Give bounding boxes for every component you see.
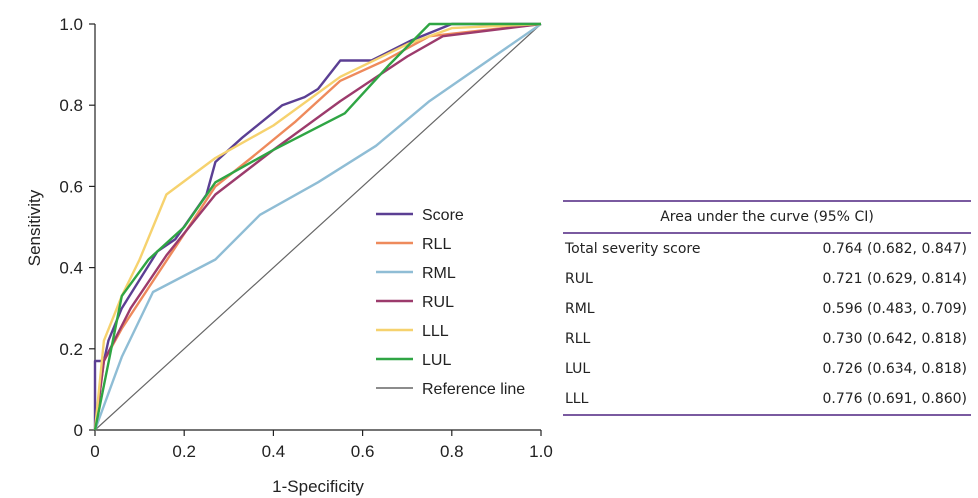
series-lul-line: [93, 22, 541, 431]
x-tick-label: 0.4: [262, 442, 286, 461]
legend-label-rul: RUL: [422, 294, 454, 311]
auc-table-header-row: Area under the curve (95% CI): [563, 200, 971, 234]
auc-row-value: 0.596 (0.483, 0.709): [822, 301, 967, 317]
x-tick-label: 0.8: [440, 442, 464, 461]
y-tick-label: 0: [74, 421, 83, 440]
auc-row-label: RLL: [565, 331, 591, 347]
auc-table: Area under the curve (95% CI) Total seve…: [563, 200, 971, 416]
y-tick-label: 0.6: [59, 177, 83, 196]
auc-row-label: LLL: [563, 384, 761, 416]
auc-table-row: Total severity score 0.764 (0.682, 0.847): [563, 233, 971, 264]
series-reference-line-line: [94, 23, 542, 431]
legend-label-rll: RLL: [422, 236, 451, 253]
auc-row-value: 0.726 (0.634, 0.818): [822, 361, 967, 377]
auc-row-label: LUL: [565, 361, 591, 377]
y-tick-label: 1.0: [59, 15, 83, 34]
auc-table-row: RUL 0.721 (0.629, 0.814): [563, 264, 971, 294]
auc-table-row: RML 0.596 (0.483, 0.709): [563, 294, 971, 324]
x-tick-label: 0: [90, 442, 99, 461]
x-axis-title: 1-Specificity: [272, 477, 364, 496]
y-axis-title: Sensitivity: [25, 189, 44, 266]
y-tick-label: 0.2: [59, 340, 83, 359]
legend-label-lul: LUL: [422, 352, 451, 369]
roc-curves: [93, 22, 542, 431]
y-tick-label: 0.4: [59, 259, 83, 278]
legend-label-lll: LLL: [422, 323, 449, 340]
auc-row-label: RML: [565, 301, 595, 317]
auc-row-label: RUL: [565, 271, 593, 287]
auc-row-value: 0.776 (0.691, 0.860): [760, 384, 971, 416]
series-rml-line: [93, 23, 542, 431]
legend-label-score: Score: [422, 207, 464, 224]
auc-table-header: Area under the curve (95% CI): [563, 200, 971, 234]
auc-row-value: 0.730 (0.642, 0.818): [822, 331, 967, 347]
auc-table-row: LLL 0.776 (0.691, 0.860): [563, 384, 971, 416]
x-tick-label: 1.0: [529, 442, 553, 461]
legend-label-rml: RML: [422, 265, 456, 282]
axes: 0 0.2 0.4 0.6 0.8 1.0 0 0.2 0.4 0.6 0.8 1.0: [59, 15, 552, 461]
auc-table-body: Total severity score 0.764 (0.682, 0.847)…: [563, 233, 971, 416]
auc-row-value: 0.721 (0.629, 0.814): [822, 271, 967, 287]
auc-table-row: LUL 0.726 (0.634, 0.818): [563, 354, 971, 384]
legend: Score RLL RML RUL LLL LUL Reference line: [376, 207, 525, 398]
legend-label-reference-line: Reference line: [422, 381, 525, 398]
auc-row-value: 0.764 (0.682, 0.847): [822, 241, 967, 257]
x-tick-label: 0.6: [351, 442, 375, 461]
series-rul-line: [93, 22, 542, 431]
auc-row-label: Total severity score: [565, 241, 701, 257]
series-lll-line: [93, 22, 542, 431]
auc-table-row: RLL 0.730 (0.642, 0.818): [563, 324, 971, 354]
y-tick-label: 0.8: [59, 96, 83, 115]
x-tick-label: 0.2: [172, 442, 196, 461]
